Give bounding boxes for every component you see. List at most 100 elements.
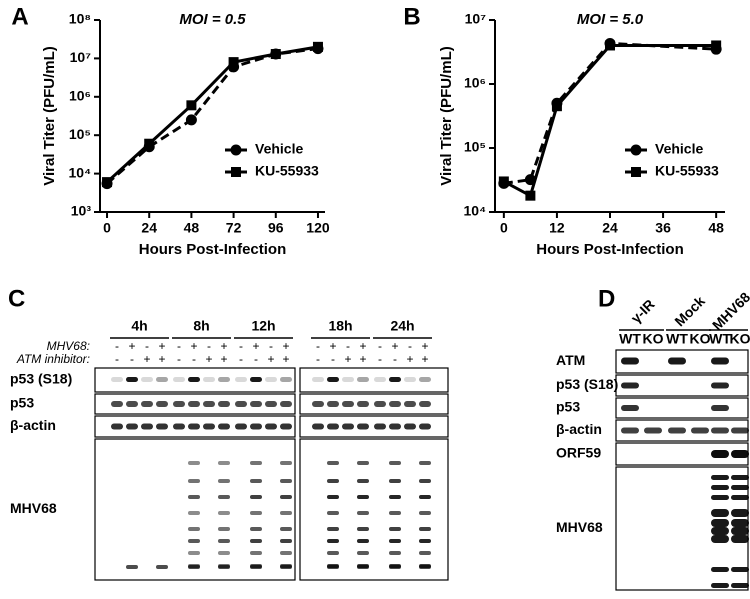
blot-band [731, 527, 749, 535]
blot-band [374, 401, 386, 407]
blot-band [250, 511, 262, 515]
genotype-label: KO [690, 331, 711, 347]
blot-band [280, 461, 292, 465]
blot-label: β-actin [556, 421, 602, 437]
blot-label: p53 (S18) [10, 371, 72, 387]
genotype-label: WT [619, 331, 641, 347]
blot-band [731, 495, 749, 500]
blot-band [327, 527, 339, 531]
blot-label: MHV68 [10, 500, 57, 516]
blot-band [327, 423, 339, 430]
blot-band [218, 527, 230, 531]
blot-band [141, 377, 153, 382]
sign: + [329, 339, 336, 353]
blot-band [711, 485, 729, 490]
blot-band [711, 527, 729, 535]
blot-band [357, 551, 369, 555]
sign: - [393, 352, 397, 366]
blot-band [419, 401, 431, 407]
row-label: ATM inhibitor: [16, 352, 90, 366]
panel-label: B [403, 3, 420, 30]
y-axis-label: Viral Titer (PFU/mL) [438, 46, 455, 185]
blot-band [188, 401, 200, 407]
blot-band [265, 401, 277, 407]
marker [312, 41, 323, 52]
blot-band [731, 509, 749, 517]
marker [185, 114, 197, 126]
condition-label: MHV68 [709, 289, 750, 333]
blot-band [357, 511, 369, 515]
blot-band [374, 377, 386, 382]
timepoint-label: 24h [390, 318, 414, 334]
x-axis-label: Hours Post-Infection [536, 241, 684, 258]
blot-band [280, 551, 292, 555]
blot-band [389, 461, 401, 465]
blot-band [389, 401, 401, 407]
sign: + [421, 352, 428, 366]
sign: - [115, 352, 119, 366]
blot-band [280, 401, 292, 407]
y-tick-label: 10⁶ [69, 88, 91, 104]
blot-label: β-actin [10, 417, 56, 433]
x-tick-label: 0 [103, 220, 111, 236]
legend-marker [630, 144, 642, 156]
blot-band [389, 551, 401, 555]
blot-frame [615, 397, 749, 419]
blot-band [389, 495, 401, 499]
y-axis-label: Viral Titer (PFU/mL) [41, 46, 58, 185]
sign: + [406, 352, 413, 366]
blot-band [711, 509, 729, 517]
blot-band [188, 511, 200, 515]
panel-label: D [598, 285, 615, 312]
blot-band [691, 427, 709, 434]
blot-band [235, 401, 247, 407]
blot-band [357, 527, 369, 531]
blot-band [711, 567, 729, 572]
blot-band [419, 527, 431, 531]
blot-band [188, 495, 200, 499]
blot-band [731, 519, 749, 527]
legend-label: Vehicle [255, 141, 303, 157]
blot-band [389, 423, 401, 430]
blot-band [621, 427, 639, 434]
blot-frame [615, 466, 749, 591]
blot-frame [94, 415, 296, 438]
blot-band [203, 423, 215, 430]
blot-band [218, 479, 230, 483]
blot-band [389, 377, 401, 382]
marker [498, 176, 509, 187]
blot-band [342, 377, 354, 382]
blot-band [711, 427, 729, 434]
blot-label: MHV68 [556, 519, 603, 535]
blot-band [711, 450, 729, 458]
blot-band [711, 405, 729, 411]
marker [711, 40, 722, 51]
blot-band [250, 423, 262, 430]
marker [144, 138, 155, 149]
condition-label: γ-IR [628, 296, 658, 326]
sign: + [421, 339, 428, 353]
blot-frame [299, 367, 449, 393]
blot-band [173, 377, 185, 382]
blot-band [419, 565, 431, 569]
sign: + [190, 339, 197, 353]
blot-label: p53 [10, 395, 34, 411]
blot-frame [94, 367, 296, 393]
blot-band [327, 479, 339, 483]
x-tick-label: 120 [306, 220, 330, 236]
blot-band [731, 450, 749, 458]
y-tick-label: 10⁶ [464, 75, 486, 91]
sign: - [378, 352, 382, 366]
legend-label: Vehicle [655, 141, 703, 157]
blot-band [188, 423, 200, 430]
blot-band [218, 495, 230, 499]
blot-band [250, 461, 262, 465]
blot-band [312, 401, 324, 407]
x-axis-label: Hours Post-Infection [139, 241, 287, 258]
blot-band [280, 479, 292, 483]
blot-band [265, 377, 277, 382]
sign: + [128, 339, 135, 353]
sign: + [267, 352, 274, 366]
y-tick-label: 10⁴ [69, 164, 92, 180]
x-tick-label: 12 [549, 220, 565, 236]
